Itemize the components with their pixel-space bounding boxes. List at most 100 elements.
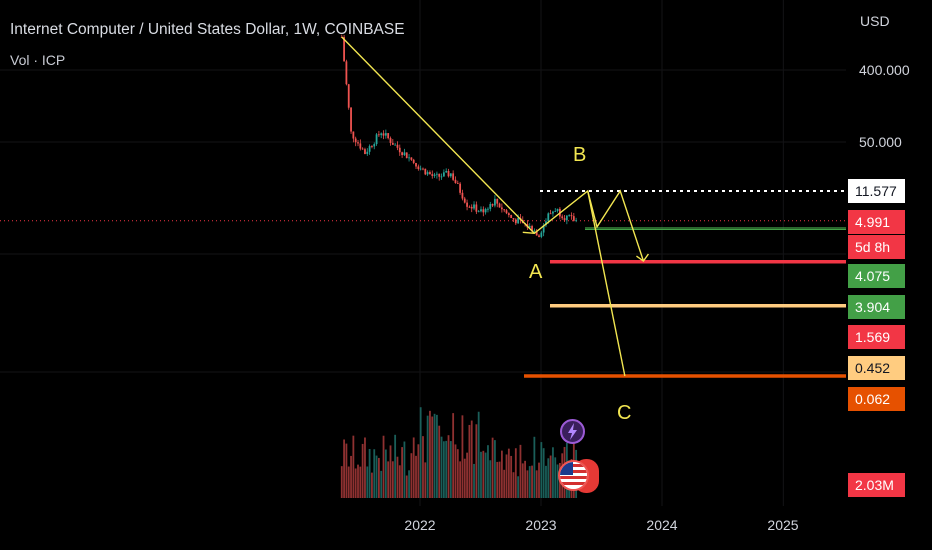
candle-body — [391, 142, 394, 145]
candle-body — [533, 230, 536, 232]
candle-body — [345, 61, 348, 85]
volume-bar — [429, 410, 431, 498]
candle-body — [350, 107, 352, 132]
candle-body — [364, 149, 366, 154]
candle-body — [384, 133, 387, 136]
time-axis-label: 2022 — [404, 517, 436, 533]
candle-body — [484, 209, 487, 213]
volume-bar — [408, 470, 410, 498]
volume-bar — [382, 435, 385, 498]
volume-bar — [547, 458, 550, 498]
volume-bar — [456, 449, 459, 498]
candle-body — [505, 210, 508, 214]
candle-body — [538, 235, 540, 237]
candle-body — [398, 147, 401, 153]
symbol-title[interactable]: Internet Computer / United States Dollar… — [10, 21, 405, 38]
volume-bar — [359, 466, 362, 498]
volume-bars — [340, 407, 578, 498]
wave-label-b: B — [573, 144, 587, 166]
volume-bar — [373, 449, 376, 498]
volume-bar — [447, 435, 450, 498]
candle-body — [419, 168, 422, 170]
wave-drawings — [341, 36, 650, 377]
candle-body — [461, 192, 464, 199]
candle-body — [470, 206, 473, 209]
candle-body — [477, 211, 480, 213]
volume-bar — [340, 466, 343, 498]
candle-body — [512, 218, 515, 220]
volume-bar — [401, 447, 403, 498]
volume-bar — [440, 436, 443, 498]
candle-body — [357, 142, 359, 144]
candle-body — [466, 202, 468, 207]
candle-body — [565, 215, 568, 221]
volume-bar — [436, 414, 438, 498]
us-flag-icon[interactable] — [558, 460, 589, 491]
volume-bar — [480, 451, 482, 498]
candle-body — [424, 168, 427, 175]
price-axis-label: 400.000 — [859, 62, 910, 78]
candle-body — [487, 208, 489, 210]
candle-body — [459, 183, 462, 193]
candle-body — [535, 230, 538, 236]
candle-body — [433, 174, 436, 176]
volume-bar — [394, 434, 397, 498]
volume-bar — [345, 443, 348, 498]
price-level-lines — [0, 190, 846, 378]
candle-body — [452, 173, 455, 180]
volume-bar — [361, 443, 364, 498]
candle-body — [354, 138, 357, 143]
volume-bar — [371, 472, 373, 498]
candle-body — [468, 206, 471, 208]
volume-bar — [433, 413, 436, 498]
candle-body — [375, 134, 378, 145]
candle-body — [410, 157, 413, 160]
volume-bar — [357, 464, 359, 498]
volume-bar — [459, 461, 462, 498]
wave-c-line — [587, 190, 626, 377]
candle-body — [482, 209, 485, 213]
volume-bar — [484, 452, 487, 498]
lightning-icon[interactable] — [560, 419, 585, 444]
volume-bar — [398, 465, 401, 498]
candle-body — [440, 176, 443, 178]
volume-indicator-label[interactable]: Vol · ICP — [10, 52, 66, 68]
candle-body — [514, 219, 517, 224]
trend-line — [341, 36, 535, 234]
candle-body — [436, 173, 438, 175]
candle-body — [343, 37, 345, 62]
candle-body — [491, 204, 494, 206]
volume-bar — [554, 457, 557, 498]
candle-body — [403, 152, 406, 156]
volume-bar — [531, 465, 533, 498]
candle-body — [498, 203, 501, 208]
volume-bar — [438, 425, 441, 498]
grid-lines — [0, 0, 846, 506]
volume-bar — [468, 424, 471, 498]
volume-bar — [496, 461, 499, 498]
volume-bar — [396, 456, 399, 498]
candle-body — [540, 232, 543, 237]
volume-bar — [517, 476, 520, 498]
volume-bar — [442, 441, 445, 498]
bar-countdown-tag: 5d 8h — [848, 235, 905, 259]
volume-bar — [454, 444, 457, 498]
volume-bar — [417, 444, 420, 498]
volume-bar — [512, 472, 515, 498]
volume-bar — [535, 470, 538, 498]
last-price-tag: 4.991 — [848, 210, 905, 234]
candle-body — [494, 198, 496, 206]
volume-bar — [415, 455, 417, 498]
volume-bar — [526, 470, 529, 498]
volume-bar — [498, 461, 501, 498]
wave-b-path — [522, 189, 645, 262]
candle-body — [575, 220, 578, 222]
volume-bar — [540, 442, 543, 498]
candle-body — [549, 213, 552, 215]
volume-bar — [347, 466, 350, 498]
volume-bar — [380, 470, 383, 498]
candle-body — [489, 204, 492, 209]
volume-bar — [519, 444, 522, 498]
time-axis-label: 2024 — [646, 517, 678, 533]
